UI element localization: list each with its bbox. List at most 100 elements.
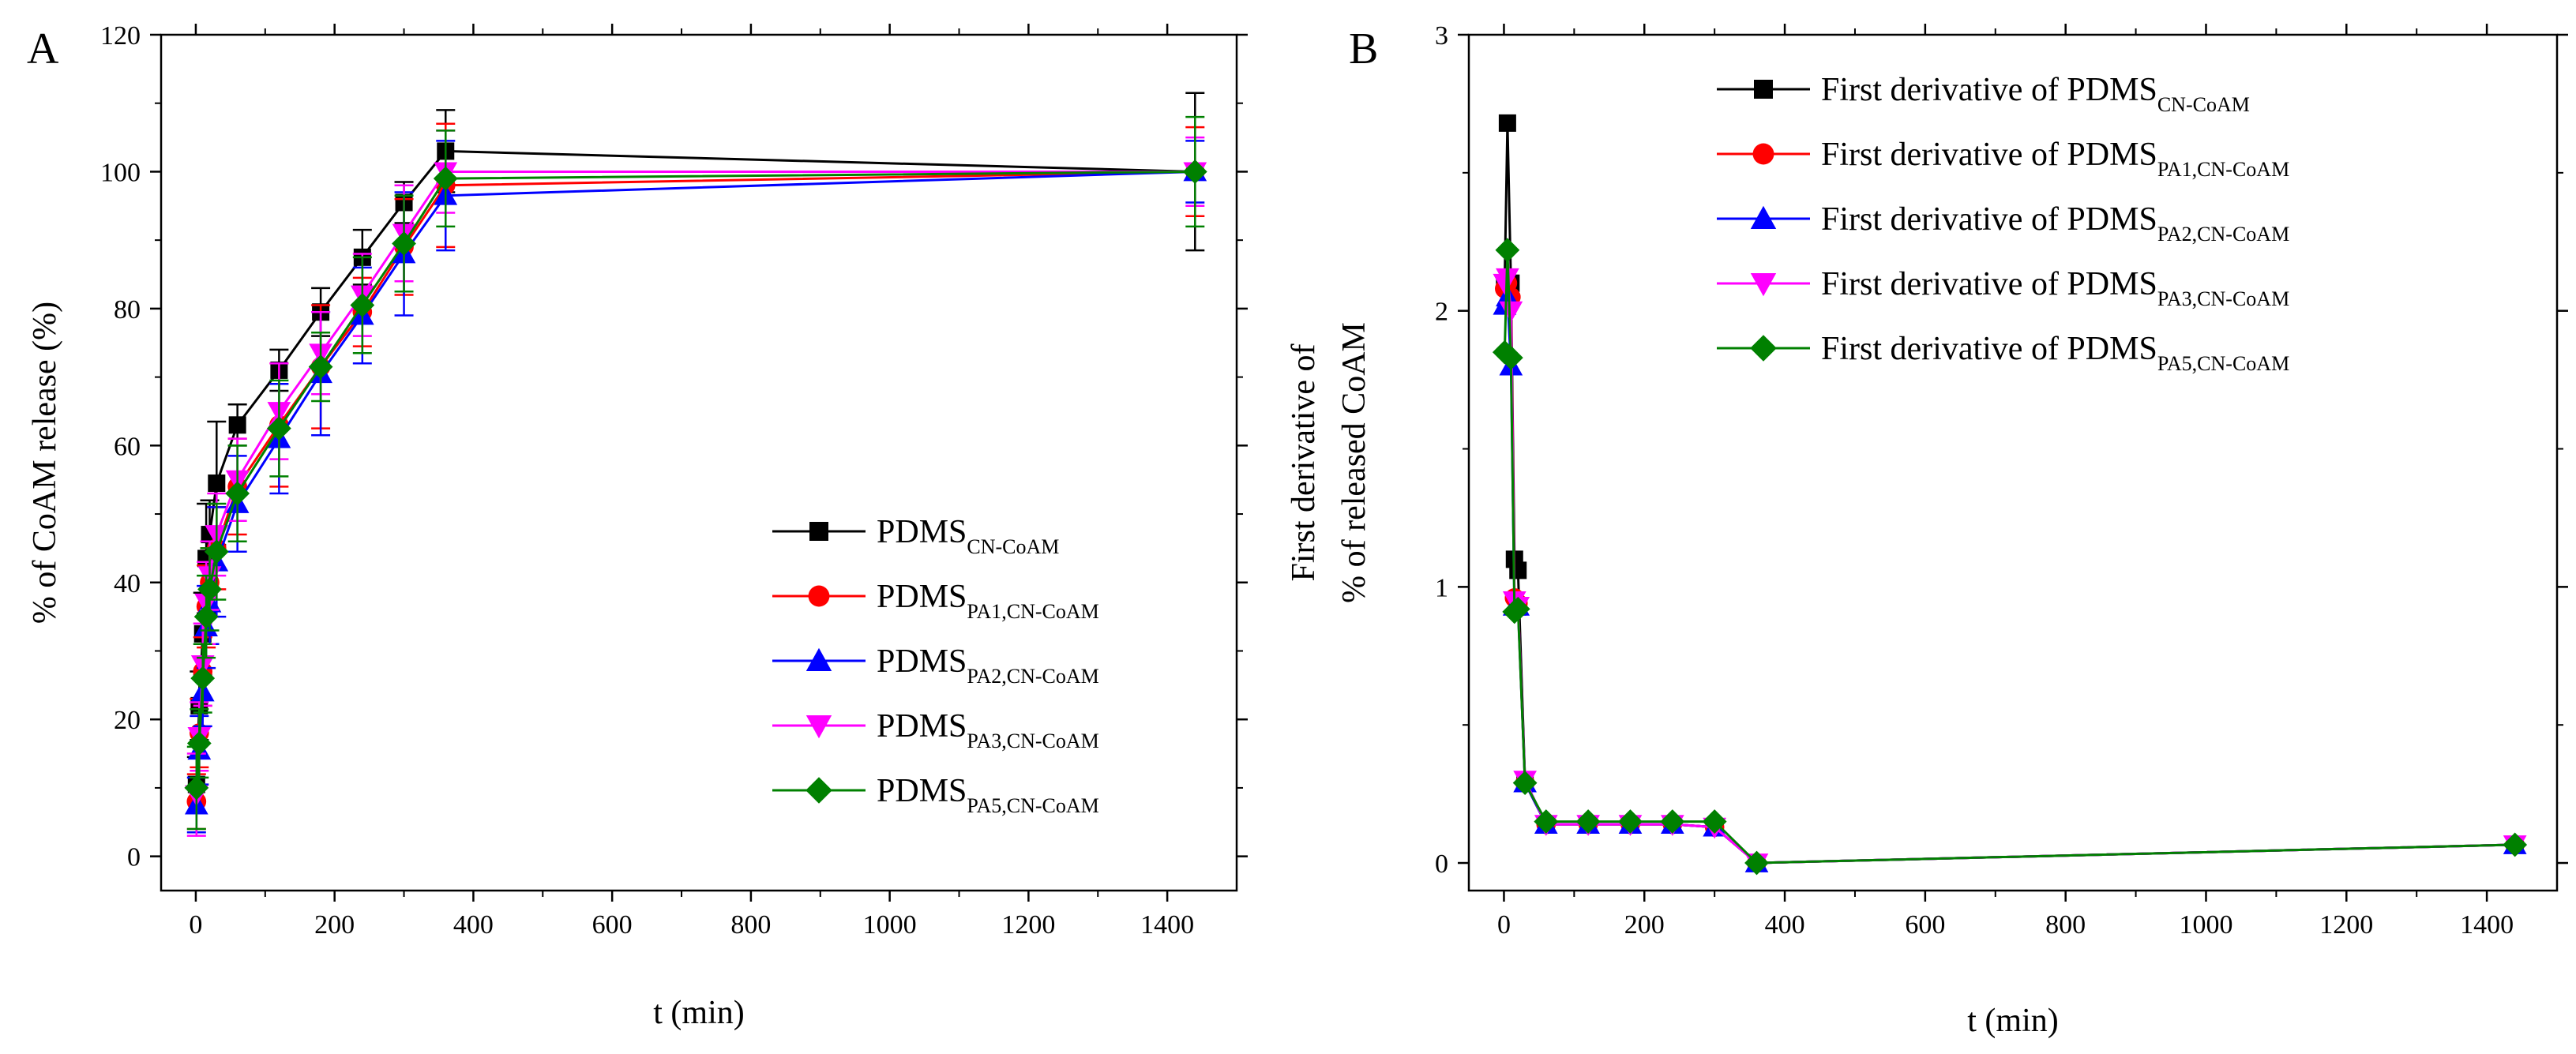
panel-a-legend-label: PDMSPA1,CN-CoAM [877, 579, 1099, 623]
panel-a-data-point [204, 539, 229, 565]
panel-b-data-point [1495, 238, 1520, 263]
panel-a-data-point [186, 731, 212, 756]
panel-b-label: B [1349, 24, 1378, 73]
panel-a-legend-marker [809, 522, 828, 541]
panel-a-x-tick-label: 1400 [1140, 910, 1194, 940]
panel-b-data-point [1512, 771, 1538, 796]
panel-b-legend-marker [1754, 80, 1773, 99]
panel-a-data-point [1182, 159, 1207, 184]
panel-b-legend-entry: First derivative of PDMSPA5,CN-CoAM [1717, 331, 2289, 375]
panel-a-series-line [195, 149, 1196, 785]
panel-a-y-tick-label: 80 [114, 295, 141, 324]
panel-a-legend-label: PDMSPA3,CN-CoAM [877, 708, 1099, 752]
panel-a-legend-marker [808, 585, 830, 607]
panel-a-series-pa1-cn-coam [186, 122, 1205, 831]
panel-a-x-tick-label: 200 [314, 910, 355, 940]
panel-a-y-tick-label: 60 [114, 432, 141, 461]
panel-b-series-line [1504, 279, 2515, 865]
panel-a-legend-entry: PDMSCN-CoAM [772, 514, 1059, 558]
panel-b-legend-marker [1750, 273, 1777, 297]
panel-a-series-cn-coam [186, 92, 1205, 813]
panel-b-y-axis-title-line-2: % of released CoAM [1336, 322, 1372, 603]
panel-b-data-point [1498, 345, 1523, 370]
panel-a-legend-entry: PDMSPA3,CN-CoAM [772, 708, 1099, 752]
panel-b-x-axis-title: t (min) [1967, 1003, 2058, 1039]
panel-a-x-tick-label: 1200 [1001, 910, 1055, 940]
panel-a-y-axis-title: % of CoAM release (%) [27, 302, 63, 624]
panel-b: B 0 200 400 600 800 1000 1200 1400 0 1 2 3 First der… [1286, 21, 2568, 1039]
panel-a-series-line [195, 170, 1196, 805]
panel-a: A 0 200 400 600 800 1000 1200 1400 0 20 40 60 80 100 1… [27, 21, 1248, 1031]
panel-a-legend: PDMSCN-CoAM PDMSPA1,CN-CoAM PDMSPA2,CN-CoA… [772, 514, 1099, 817]
panel-a-legend-entry: PDMSPA1,CN-CoAM [772, 579, 1099, 623]
panel-b-x-tick-label: 800 [2045, 910, 2086, 940]
panel-b-x-tick-label: 600 [1905, 910, 1945, 940]
panel-a-x-tick-label: 600 [592, 910, 633, 940]
panel-a-series-line [195, 170, 1196, 789]
panel-b-y-tick-label: 1 [1435, 573, 1448, 602]
panel-a-series-line [195, 170, 1196, 795]
panel-b-x-tick-label: 1400 [2460, 910, 2514, 940]
panel-a-legend-label: PDMSCN-CoAM [877, 514, 1059, 558]
panel-b-data-point [1618, 809, 1643, 834]
panel-a-data-point [190, 666, 216, 691]
panel-b-legend: First derivative of PDMSCN-CoAM First der… [1717, 72, 2289, 375]
panel-b-data-point [1575, 809, 1601, 834]
panel-b-data-point [1496, 285, 1519, 307]
panel-b-legend-entry: First derivative of PDMSCN-CoAM [1717, 72, 2250, 116]
panel-b-y-axis-title-line-1: First derivative of [1286, 344, 1322, 582]
panel-a-data-point [208, 474, 226, 493]
panel-a-legend-label: PDMSPA2,CN-CoAM [877, 643, 1099, 688]
panel-b-data-point [2503, 832, 2528, 857]
panel-a-data-point [193, 604, 219, 629]
panel-a-y-tick-label: 20 [114, 706, 141, 735]
panel-b-legend-label: First derivative of PDMSPA3,CN-CoAM [1821, 266, 2289, 310]
panel-b-x-tick-label: 200 [1624, 910, 1665, 940]
panel-b-data-point [1509, 561, 1527, 580]
panel-a-legend-marker [805, 715, 832, 739]
panel-a-data-point [433, 166, 458, 191]
panel-a-data-point [350, 293, 375, 317]
panel-a-x-tick-label: 400 [453, 910, 494, 940]
panel-a-series-pa2-cn-coam [184, 140, 1207, 834]
panel-b-series-pa5-cn-coam [1492, 238, 2528, 876]
panel-a-legend-entry: PDMSPA5,CN-CoAM [772, 773, 1099, 817]
panel-a-data-point [197, 577, 222, 602]
panel-a-legend-marker [805, 647, 832, 671]
panel-b-x-tick-label: 1000 [2179, 910, 2232, 940]
panel-b-y-tick-label: 0 [1435, 850, 1448, 879]
panel-b-series-pa2-cn-coam [1493, 285, 2527, 872]
panel-b-data-point [1505, 596, 1530, 621]
panel-b-legend-entry: First derivative of PDMSPA2,CN-CoAM [1717, 201, 2289, 246]
panel-a-legend-label: PDMSPA5,CN-CoAM [877, 773, 1099, 817]
panel-a-data-point [228, 416, 246, 434]
panel-b-legend-label: First derivative of PDMSPA1,CN-CoAM [1821, 137, 2289, 181]
panel-b-series-line [1503, 296, 2515, 865]
panel-b-x-tick-label: 400 [1765, 910, 1805, 940]
panel-b-data-point [1498, 114, 1516, 132]
panel-b-legend-label: First derivative of PDMSCN-CoAM [1821, 72, 2250, 116]
panel-a-x-tick-label: 800 [730, 910, 771, 940]
panel-b-data-point [1534, 809, 1559, 834]
panel-b-data-point [1660, 809, 1685, 834]
panel-b-x-tick-label: 0 [1497, 910, 1511, 940]
panel-b-legend-marker [1750, 335, 1777, 362]
panel-a-series-line [195, 170, 1196, 802]
panel-a-data-point [392, 231, 416, 256]
panel-b-legend-label: First derivative of PDMSPA5,CN-CoAM [1821, 331, 2289, 375]
panel-b-legend-entry: First derivative of PDMSPA1,CN-CoAM [1717, 137, 2289, 181]
panel-b-y-tick-label: 2 [1435, 298, 1448, 327]
panel-b-y-tick-label: 3 [1435, 21, 1448, 51]
panel-a-x-tick-label: 1000 [863, 910, 917, 940]
panel-b-legend-label: First derivative of PDMSPA2,CN-CoAM [1821, 201, 2289, 246]
panel-a-data-point [184, 775, 209, 801]
panel-a-series-pa5-cn-coam [184, 115, 1207, 831]
panel-a-legend-marker [805, 777, 832, 804]
panel-a-y-tick-label: 40 [114, 569, 141, 598]
panel-b-legend-marker [1750, 205, 1777, 229]
panel-a-y-tick-label: 100 [100, 158, 141, 187]
panel-a-x-axis-title: t (min) [653, 995, 744, 1031]
panel-b-legend-entry: First derivative of PDMSPA3,CN-CoAM [1717, 266, 2289, 310]
panel-a-x-tick-label: 0 [189, 910, 202, 940]
